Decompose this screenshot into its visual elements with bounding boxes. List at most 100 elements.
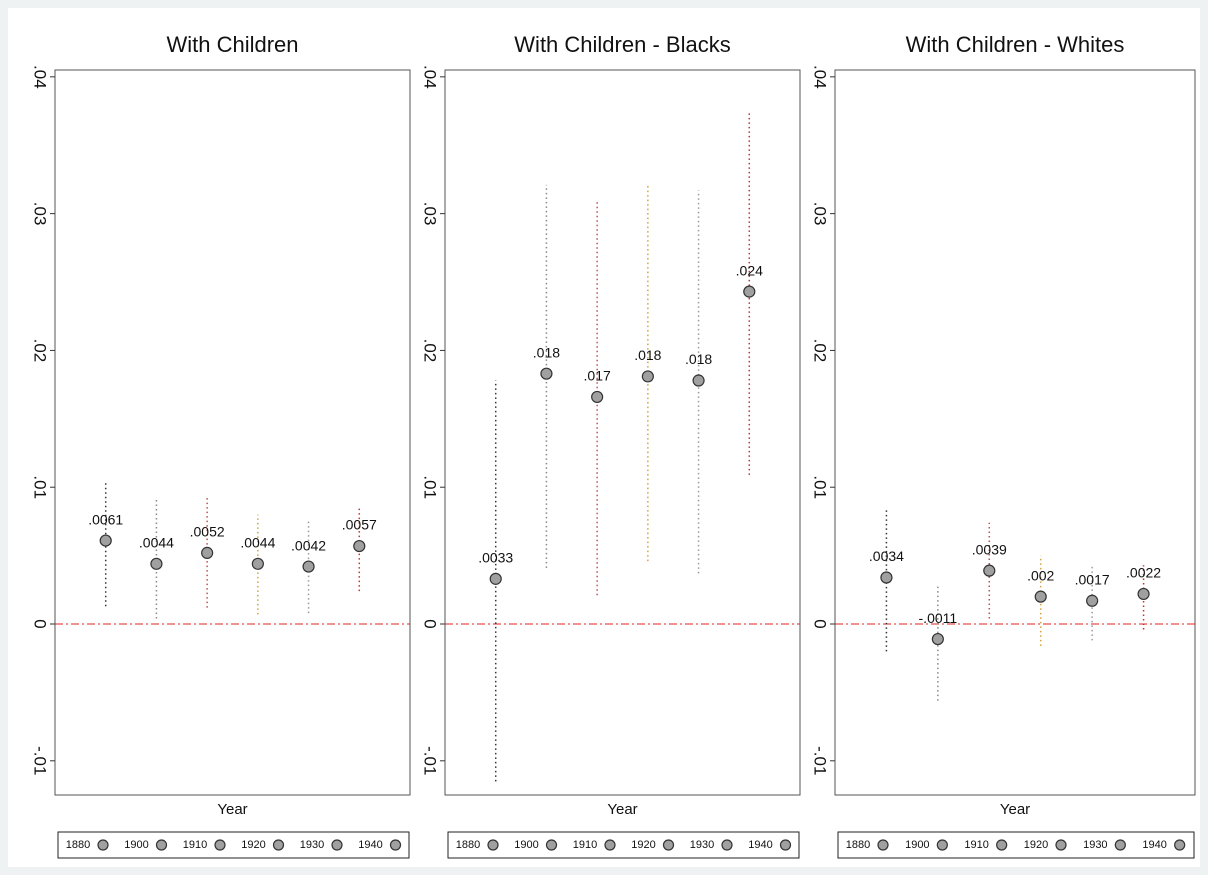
panel-title: With Children - Whites [906,32,1125,57]
legend-label: 1920 [241,839,265,851]
plot-area [834,69,1196,796]
point [201,546,214,559]
y-tick-label: -.01 [31,746,50,775]
value-label: .018 [634,347,661,363]
y-tick-label: 0 [811,619,830,628]
value-label: .0039 [972,541,1007,557]
plot-area [54,69,411,796]
point [591,390,604,404]
point [1137,587,1150,601]
legend-marker [487,839,499,851]
legend-marker [545,839,558,851]
value-label: .002 [1027,567,1054,583]
legend-label: 1940 [748,839,772,851]
y-tick-label: -.01 [421,746,440,775]
y-tick-label: .01 [31,475,50,499]
legend-marker [1055,839,1067,851]
point [692,374,705,387]
legend-marker [331,839,343,851]
value-label: .0061 [88,511,123,527]
point [1086,594,1099,607]
point [1034,590,1047,603]
legend-marker [877,839,889,851]
y-tick-label: .04 [421,65,440,89]
point [983,564,996,577]
value-label: .0052 [190,524,225,540]
legend [447,831,800,859]
y-tick-label: .04 [811,65,830,89]
legend-marker [272,839,285,851]
legend-marker [662,839,675,851]
point [99,534,112,547]
legend-label: 1900 [514,839,538,851]
legend-label: 1920 [631,839,655,851]
y-tick-label: 0 [31,619,50,628]
legend-label: 1910 [183,839,207,851]
value-label: .0034 [869,548,904,564]
y-tick-label: -.01 [811,746,830,775]
point [641,370,654,383]
legend-label: 1900 [905,839,929,851]
legend-marker [97,839,109,851]
legend-marker [779,839,792,851]
legend-label: 1880 [456,839,480,851]
value-label: .0044 [240,535,275,551]
legend [57,831,410,859]
y-tick-label: 0 [421,619,440,628]
y-tick-label: .02 [421,339,440,363]
value-label: .0057 [342,517,377,533]
point [353,539,366,553]
y-tick-label: .02 [811,339,830,363]
x-axis-label: Year [217,801,247,818]
point [150,557,163,570]
legend-label: 1930 [690,839,714,851]
legend-label: 1880 [66,839,90,851]
point [251,557,264,570]
legend-label: 1910 [573,839,597,851]
x-axis-label: Year [607,801,637,818]
value-label: .017 [584,368,611,384]
value-label: .018 [533,344,560,360]
legend-marker [996,839,1008,851]
plot-area [444,69,801,796]
legend-label: 1930 [300,839,324,851]
y-tick-label: .04 [31,65,50,89]
value-label: .024 [736,262,763,278]
y-tick-label: .03 [811,202,830,226]
legend-marker [721,839,733,851]
legend-marker [155,839,168,851]
legend-marker [604,839,616,851]
legend-label: 1900 [124,839,148,851]
value-label: .0033 [478,550,513,566]
value-label: .0042 [291,537,326,553]
legend-marker [1114,839,1126,851]
point [302,560,315,573]
point [489,572,502,585]
legend-marker [1174,839,1186,851]
value-label: .018 [685,351,712,367]
point [540,367,553,380]
legend-label: 1920 [1024,839,1048,851]
x-axis-label: Year [1000,801,1030,818]
y-tick-label: .01 [421,475,440,499]
value-label: .0044 [139,535,174,551]
value-label: -.0011 [919,610,958,626]
point [880,571,893,584]
legend-marker [389,839,402,851]
y-tick-label: .02 [31,339,50,363]
y-tick-label: .03 [421,202,440,226]
legend [837,831,1195,859]
legend-marker [936,839,948,851]
panel-title: With Children [166,32,298,57]
legend-label: 1910 [964,839,988,851]
panel-title: With Children - Blacks [514,32,730,57]
point [931,632,944,646]
legend-label: 1930 [1083,839,1107,851]
value-label: .0017 [1075,571,1110,587]
legend-label: 1940 [1142,839,1166,851]
value-label: .0022 [1126,565,1161,581]
point [743,285,756,298]
y-tick-label: .03 [31,202,50,226]
legend-label: 1880 [846,839,870,851]
